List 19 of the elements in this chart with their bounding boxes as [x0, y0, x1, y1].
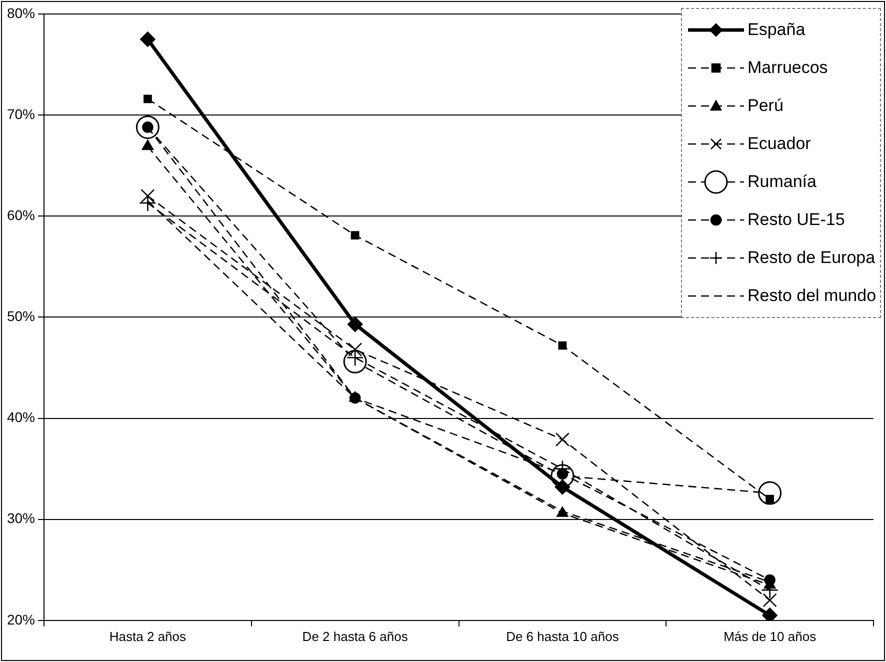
y-tick-label: 30% — [6, 510, 36, 526]
legend-label: Resto del mundo — [748, 286, 876, 306]
legend-label: Resto UE-15 — [748, 210, 845, 230]
x-tick-label: De 2 hasta 6 años — [302, 628, 408, 644]
legend-label: Marruecos — [748, 58, 828, 78]
x-tick-label: De 6 hasta 10 años — [506, 628, 620, 644]
x-tick-label: Hasta 2 años — [109, 628, 187, 644]
legend-label: España — [748, 20, 806, 40]
y-tick-label: 50% — [6, 308, 36, 324]
legend-label: Perú — [748, 96, 784, 116]
y-tick-label: 70% — [6, 106, 36, 122]
legend-label: Resto de Europa — [748, 248, 876, 268]
y-tick-label: 80% — [6, 4, 36, 21]
y-tick-label: 40% — [6, 409, 36, 426]
x-tick-label: Más de 10 años — [724, 628, 817, 644]
y-tick-label: 20% — [6, 611, 36, 628]
y-tick-label: 60% — [6, 206, 36, 223]
legend-label: Rumanía — [748, 172, 816, 192]
legend-label: Ecuador — [748, 134, 811, 154]
